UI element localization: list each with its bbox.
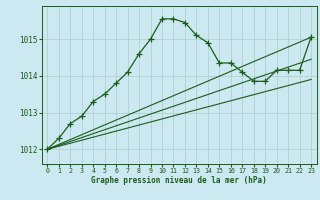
X-axis label: Graphe pression niveau de la mer (hPa): Graphe pression niveau de la mer (hPa) <box>91 176 267 185</box>
